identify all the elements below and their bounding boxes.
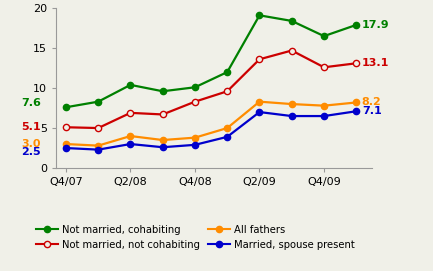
Legend: Not married, cohabiting, Not married, not cohabiting, All fathers, Married, spou: Not married, cohabiting, Not married, no… [32, 221, 359, 254]
Text: 7.6: 7.6 [22, 98, 42, 108]
Text: 7.1: 7.1 [362, 106, 381, 116]
Text: 5.1: 5.1 [22, 122, 41, 132]
Text: 17.9: 17.9 [362, 20, 389, 30]
Text: 2.5: 2.5 [22, 147, 41, 157]
Text: 13.1: 13.1 [362, 58, 389, 68]
Text: 8.2: 8.2 [362, 98, 381, 108]
Text: 3.0: 3.0 [22, 139, 41, 149]
